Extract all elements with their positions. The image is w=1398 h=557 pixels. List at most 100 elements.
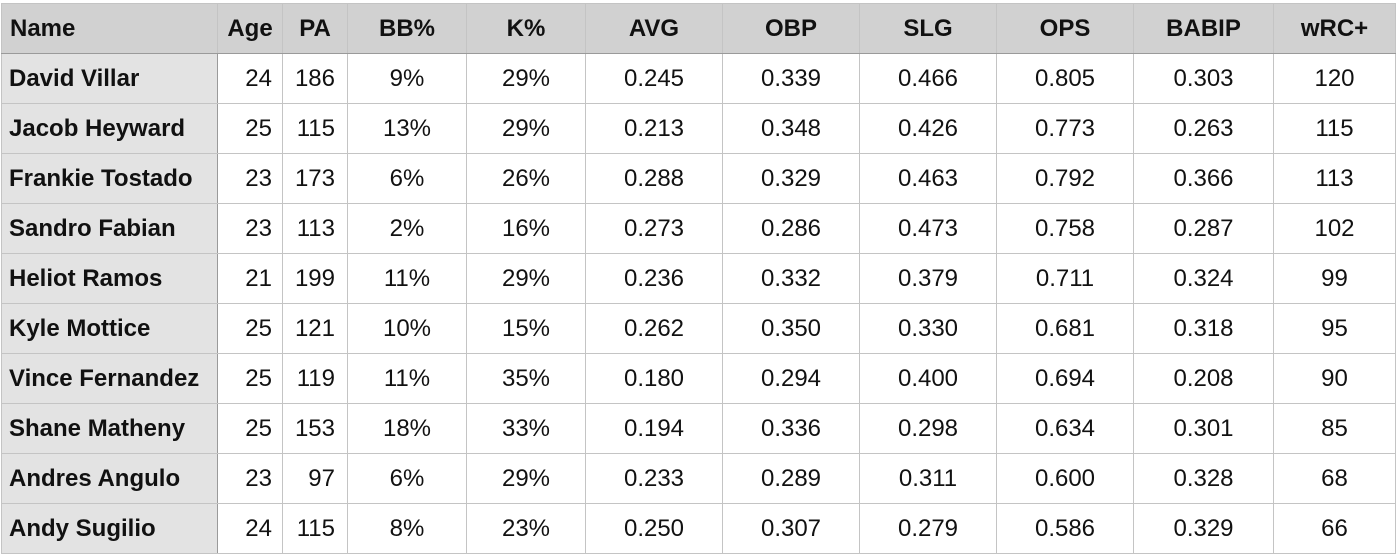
pa-cell[interactable]: 173: [282, 153, 348, 204]
babip-cell[interactable]: 0.318: [1133, 303, 1274, 354]
pa-cell[interactable]: 153: [282, 403, 348, 454]
slg-cell[interactable]: 0.311: [859, 453, 997, 504]
k-pct-cell[interactable]: 29%: [466, 453, 586, 504]
wrc-plus-cell[interactable]: 85: [1273, 403, 1396, 454]
ops-cell[interactable]: 0.600: [996, 453, 1134, 504]
obp-cell[interactable]: 0.329: [722, 153, 860, 204]
ops-cell[interactable]: 0.805: [996, 53, 1134, 104]
age-cell[interactable]: 25: [217, 403, 283, 454]
babip-cell[interactable]: 0.366: [1133, 153, 1274, 204]
k-pct-cell[interactable]: 16%: [466, 203, 586, 254]
wrc-plus-cell[interactable]: 120: [1273, 53, 1396, 104]
obp-cell[interactable]: 0.294: [722, 353, 860, 404]
k-pct-cell[interactable]: 29%: [466, 53, 586, 104]
bb-pct-cell[interactable]: 6%: [347, 453, 467, 504]
column-header-wrc-plus[interactable]: wRC+: [1273, 3, 1396, 54]
avg-cell[interactable]: 0.233: [585, 453, 723, 504]
wrc-plus-cell[interactable]: 102: [1273, 203, 1396, 254]
player-name-cell[interactable]: Frankie Tostado: [1, 153, 218, 204]
pa-cell[interactable]: 186: [282, 53, 348, 104]
avg-cell[interactable]: 0.180: [585, 353, 723, 404]
player-name-cell[interactable]: Jacob Heyward: [1, 103, 218, 154]
age-cell[interactable]: 24: [217, 503, 283, 554]
player-name-cell[interactable]: Kyle Mottice: [1, 303, 218, 354]
slg-cell[interactable]: 0.426: [859, 103, 997, 154]
ops-cell[interactable]: 0.694: [996, 353, 1134, 404]
player-name-cell[interactable]: Vince Fernandez: [1, 353, 218, 404]
wrc-plus-cell[interactable]: 99: [1273, 253, 1396, 304]
ops-cell[interactable]: 0.711: [996, 253, 1134, 304]
babip-cell[interactable]: 0.263: [1133, 103, 1274, 154]
obp-cell[interactable]: 0.336: [722, 403, 860, 454]
babip-cell[interactable]: 0.324: [1133, 253, 1274, 304]
column-header-slg[interactable]: SLG: [859, 3, 997, 54]
column-header-obp[interactable]: OBP: [722, 3, 860, 54]
bb-pct-cell[interactable]: 10%: [347, 303, 467, 354]
bb-pct-cell[interactable]: 11%: [347, 353, 467, 404]
babip-cell[interactable]: 0.208: [1133, 353, 1274, 404]
pa-cell[interactable]: 97: [282, 453, 348, 504]
age-cell[interactable]: 25: [217, 353, 283, 404]
player-name-cell[interactable]: Shane Matheny: [1, 403, 218, 454]
k-pct-cell[interactable]: 29%: [466, 103, 586, 154]
k-pct-cell[interactable]: 35%: [466, 353, 586, 404]
avg-cell[interactable]: 0.262: [585, 303, 723, 354]
k-pct-cell[interactable]: 26%: [466, 153, 586, 204]
bb-pct-cell[interactable]: 6%: [347, 153, 467, 204]
age-cell[interactable]: 23: [217, 153, 283, 204]
babip-cell[interactable]: 0.287: [1133, 203, 1274, 254]
slg-cell[interactable]: 0.298: [859, 403, 997, 454]
column-header-age[interactable]: Age: [217, 3, 283, 54]
column-header-babip[interactable]: BABIP: [1133, 3, 1274, 54]
slg-cell[interactable]: 0.279: [859, 503, 997, 554]
player-name-cell[interactable]: David Villar: [1, 53, 218, 104]
slg-cell[interactable]: 0.473: [859, 203, 997, 254]
wrc-plus-cell[interactable]: 95: [1273, 303, 1396, 354]
obp-cell[interactable]: 0.350: [722, 303, 860, 354]
bb-pct-cell[interactable]: 11%: [347, 253, 467, 304]
obp-cell[interactable]: 0.332: [722, 253, 860, 304]
obp-cell[interactable]: 0.307: [722, 503, 860, 554]
k-pct-cell[interactable]: 15%: [466, 303, 586, 354]
babip-cell[interactable]: 0.328: [1133, 453, 1274, 504]
column-header-bb-pct[interactable]: BB%: [347, 3, 467, 54]
pa-cell[interactable]: 113: [282, 203, 348, 254]
age-cell[interactable]: 21: [217, 253, 283, 304]
ops-cell[interactable]: 0.773: [996, 103, 1134, 154]
pa-cell[interactable]: 121: [282, 303, 348, 354]
slg-cell[interactable]: 0.379: [859, 253, 997, 304]
bb-pct-cell[interactable]: 8%: [347, 503, 467, 554]
player-name-cell[interactable]: Andy Sugilio: [1, 503, 218, 554]
babip-cell[interactable]: 0.329: [1133, 503, 1274, 554]
avg-cell[interactable]: 0.288: [585, 153, 723, 204]
ops-cell[interactable]: 0.586: [996, 503, 1134, 554]
obp-cell[interactable]: 0.286: [722, 203, 860, 254]
obp-cell[interactable]: 0.289: [722, 453, 860, 504]
wrc-plus-cell[interactable]: 66: [1273, 503, 1396, 554]
column-header-k-pct[interactable]: K%: [466, 3, 586, 54]
avg-cell[interactable]: 0.236: [585, 253, 723, 304]
pa-cell[interactable]: 115: [282, 503, 348, 554]
bb-pct-cell[interactable]: 2%: [347, 203, 467, 254]
ops-cell[interactable]: 0.634: [996, 403, 1134, 454]
babip-cell[interactable]: 0.301: [1133, 403, 1274, 454]
wrc-plus-cell[interactable]: 113: [1273, 153, 1396, 204]
babip-cell[interactable]: 0.303: [1133, 53, 1274, 104]
obp-cell[interactable]: 0.348: [722, 103, 860, 154]
bb-pct-cell[interactable]: 13%: [347, 103, 467, 154]
age-cell[interactable]: 23: [217, 453, 283, 504]
k-pct-cell[interactable]: 33%: [466, 403, 586, 454]
avg-cell[interactable]: 0.273: [585, 203, 723, 254]
pa-cell[interactable]: 115: [282, 103, 348, 154]
column-header-name[interactable]: Name: [1, 3, 218, 54]
slg-cell[interactable]: 0.463: [859, 153, 997, 204]
bb-pct-cell[interactable]: 18%: [347, 403, 467, 454]
column-header-avg[interactable]: AVG: [585, 3, 723, 54]
obp-cell[interactable]: 0.339: [722, 53, 860, 104]
ops-cell[interactable]: 0.758: [996, 203, 1134, 254]
age-cell[interactable]: 25: [217, 303, 283, 354]
pa-cell[interactable]: 199: [282, 253, 348, 304]
wrc-plus-cell[interactable]: 115: [1273, 103, 1396, 154]
age-cell[interactable]: 23: [217, 203, 283, 254]
wrc-plus-cell[interactable]: 68: [1273, 453, 1396, 504]
